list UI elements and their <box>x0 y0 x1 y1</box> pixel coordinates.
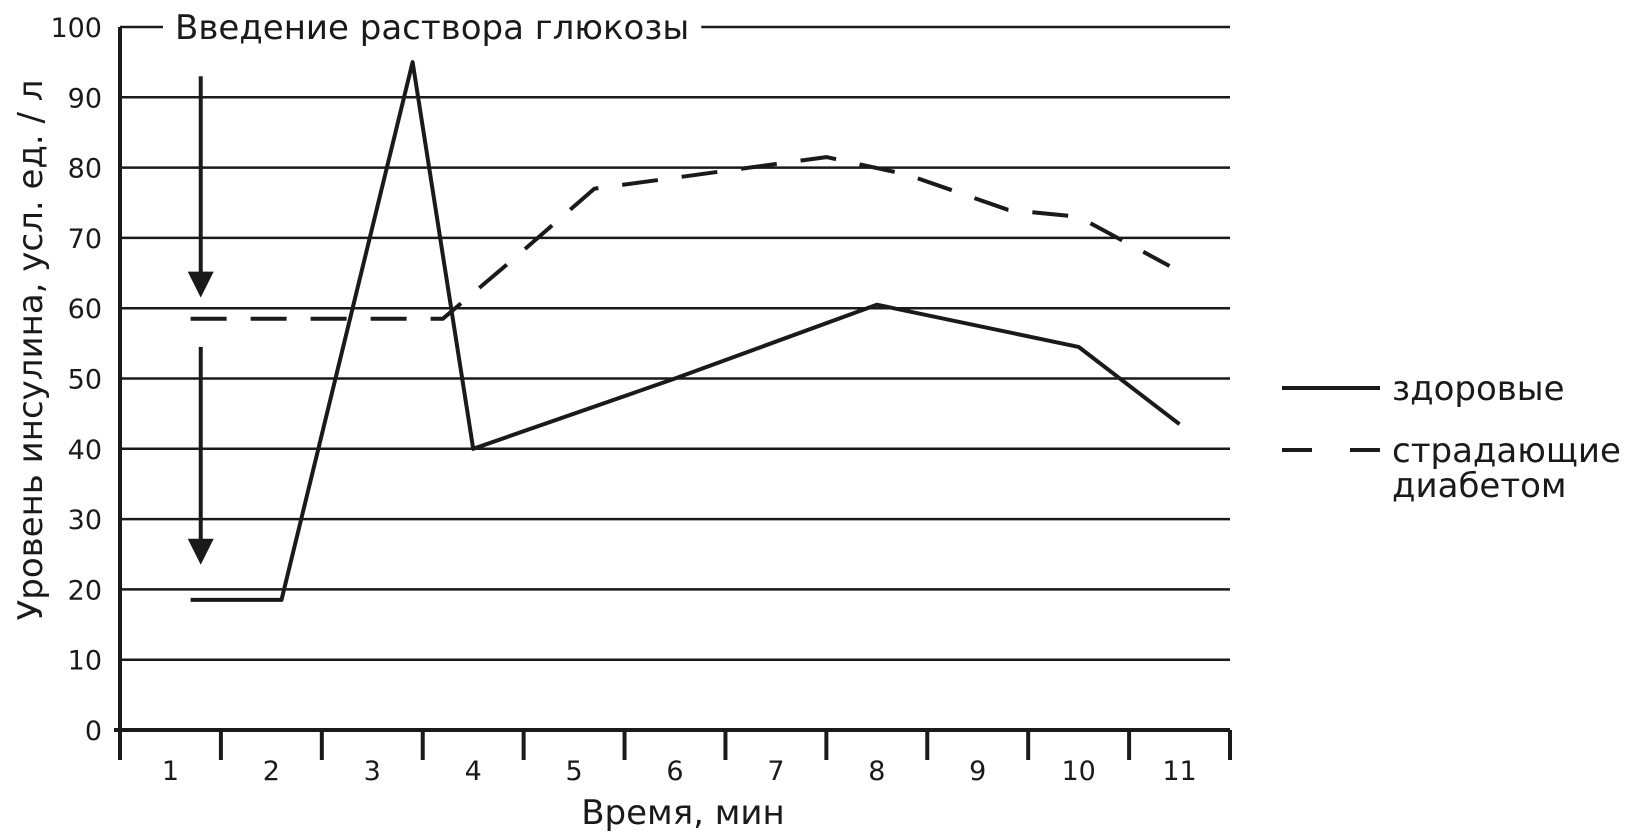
y-tick-label-90: 90 <box>68 83 102 114</box>
annotation-arrow-lower-head <box>187 538 214 565</box>
y-tick-label-30: 30 <box>68 505 102 536</box>
y-tick-label-80: 80 <box>68 154 102 185</box>
x-tick-label-11: 11 <box>1162 756 1196 787</box>
x-tick-label-5: 5 <box>565 756 582 787</box>
series-line-healthy <box>190 60 1181 602</box>
annotation-arrow-upper-head <box>187 271 214 298</box>
legend-label-diabetic-0: страдающие <box>1392 431 1621 471</box>
x-tick-label-9: 9 <box>969 756 986 787</box>
annotation-text-background <box>163 6 702 50</box>
x-tick-label-2: 2 <box>263 756 280 787</box>
series <box>190 60 1181 602</box>
x-tick-label-7: 7 <box>767 756 784 787</box>
annotation: Введение раствора глюкозы <box>163 6 702 565</box>
legend-label-diabetic-1: диабетом <box>1392 466 1567 506</box>
axes <box>114 27 1232 760</box>
y-tick-label-40: 40 <box>68 435 102 466</box>
x-tick-label-4: 4 <box>465 756 482 787</box>
y-tick-label-60: 60 <box>68 294 102 325</box>
annotation-text: Введение раствора глюкозы <box>175 8 689 48</box>
x-tick-label-3: 3 <box>364 756 381 787</box>
y-tick-label-100: 100 <box>50 13 102 44</box>
y-tick-label-0: 0 <box>85 716 102 747</box>
x-axis-title: Время, мин <box>581 793 785 833</box>
y-tick-label-10: 10 <box>68 646 102 677</box>
x-tick-label-1: 1 <box>162 756 179 787</box>
x-tick-label-8: 8 <box>868 756 885 787</box>
legend-label-healthy-0: здоровые <box>1392 369 1565 409</box>
tick-labels: 0 10 20 30 40 50 60 70 80 90 100 1 2 3 4 5 6 7 8 9 10 11 <box>50 13 1196 787</box>
x-tick-label-10: 10 <box>1061 756 1095 787</box>
series-line-diabetic <box>190 155 1171 321</box>
y-axis-title: Уровень инсулина, усл. ед. / л <box>11 80 51 621</box>
y-tick-label-70: 70 <box>68 224 102 255</box>
x-tick-label-6: 6 <box>666 756 683 787</box>
y-tick-label-20: 20 <box>68 575 102 606</box>
y-tick-label-50: 50 <box>68 365 102 396</box>
